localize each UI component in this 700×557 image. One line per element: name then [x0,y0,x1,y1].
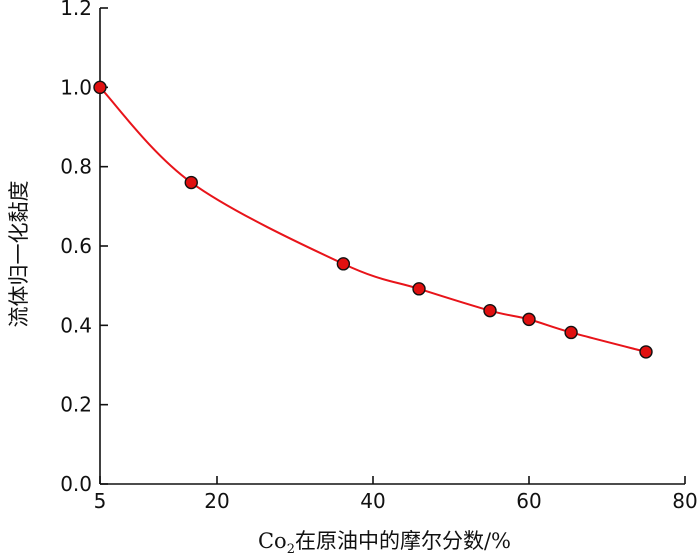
y-ticks: 0.0 0.2 0.4 0.6 0.8 1.0 1.2 [60,0,108,496]
x-axis-title-subscript: 2 [287,542,295,557]
data-points [93,80,653,359]
data-point [564,325,578,340]
y-tick-label: 0.0 [60,472,92,496]
x-tick-label: 20 [204,489,229,513]
y-tick-label: 0.8 [60,155,92,179]
y-tick-label: 0.4 [60,313,92,337]
data-point [336,257,351,271]
x-axis-title: Co2在原油中的摩尔分数/% [258,529,511,557]
y-axis-title: 流体归一化黏度 [7,181,31,328]
x-tick-label: 40 [360,489,385,513]
data-point [639,345,653,359]
data-point [184,175,198,190]
y-tick-label: 1.2 [60,0,92,20]
x-tick-label: 60 [516,489,541,513]
x-tick-label: 80 [672,489,697,513]
data-point [412,282,426,296]
data-point [93,80,107,95]
data-point [483,303,497,318]
x-tick-label: 5 [94,489,107,513]
data-point [522,312,536,327]
series-line [99,86,647,353]
axes [99,8,685,485]
y-tick-label: 1.0 [60,75,92,99]
x-ticks: 5 20 40 60 80 [94,476,698,513]
x-axis-title-rest: 在原油中的摩尔分数/% [295,529,511,553]
x-axis-title-main: Co [258,529,287,553]
y-tick-label: 0.6 [60,234,92,258]
y-tick-label: 0.2 [60,393,92,417]
